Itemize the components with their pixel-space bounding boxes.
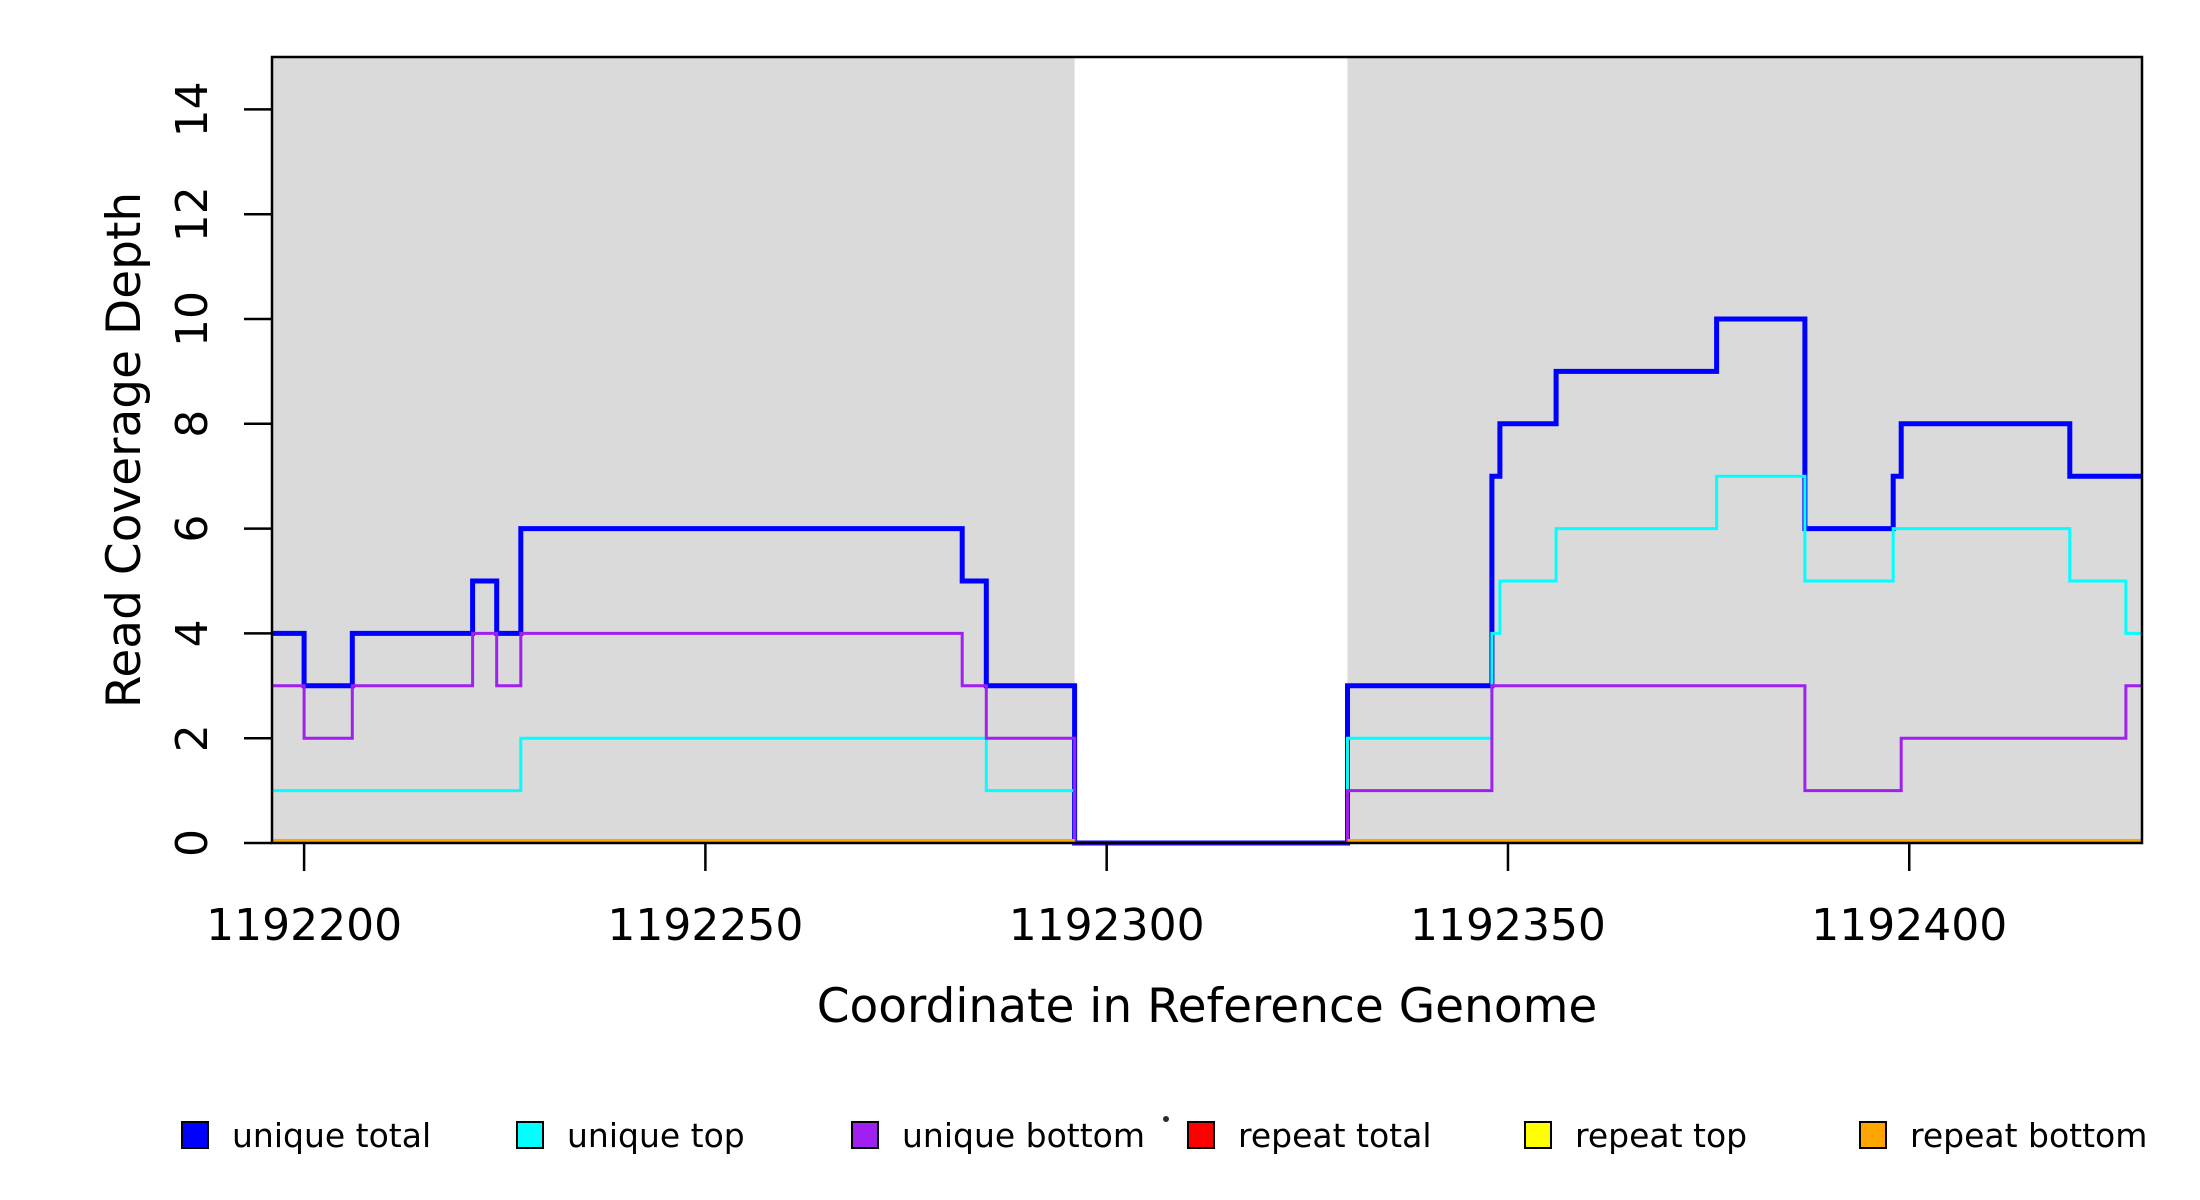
legend-swatch-repeat-top [1524,1121,1552,1149]
legend-item-unique-bottom: unique bottom [851,1116,1145,1155]
covered-region-shading [1347,57,2142,843]
legend-label-repeat-bottom: repeat bottom [1910,1116,2147,1155]
legend-swatch-unique-total [181,1121,209,1149]
legend-label-unique-total: unique total [232,1116,431,1155]
covered-region-shading [272,57,1075,843]
x-axis-tick-label: 1192250 [607,900,803,951]
y-axis-title: Read Coverage Depth [97,192,152,708]
series-lines-layer [272,316,2142,846]
x-axis-tick-label: 1192400 [1811,900,2007,951]
y-axis-tick-label: 10 [167,291,218,347]
legend-swatch-repeat-total [1187,1121,1215,1149]
x-axis-title: Coordinate in Reference Genome [817,979,1598,1034]
legend-item-repeat-total: repeat total [1187,1116,1432,1155]
legend-swatch-repeat-bottom [1859,1121,1887,1149]
y-axis-tick-label: 12 [167,186,218,242]
series-line-unique-bottom [272,631,2142,845]
stray-dot-artifact [1163,1116,1169,1122]
legend-item-repeat-bottom: repeat bottom [1859,1116,2147,1155]
legend-label-repeat-top: repeat top [1575,1116,1747,1155]
x-axis-tick-label: 1192200 [206,900,402,951]
legend-label-unique-top: unique top [567,1116,745,1155]
plot-box-border [270,55,2144,845]
axes-layer: 1192200 1192250 1192300 1192350 1192400 0 2 4 6 8… [167,81,2007,951]
x-axis-tick-label: 1192300 [1009,900,1205,951]
shaded-regions-layer [272,57,2142,843]
x-axis-tick-label: 1192350 [1410,900,1606,951]
legend-item-unique-total: unique total [181,1116,431,1155]
legend-swatch-unique-bottom [851,1121,879,1149]
legend-item-repeat-top: repeat top [1524,1116,1747,1155]
legend-swatch-unique-top [516,1121,544,1149]
y-axis-tick-label: 0 [167,829,218,857]
legend-item-unique-top: unique top [516,1116,745,1155]
y-axis-tick-label: 14 [167,81,218,137]
y-axis-tick-label: 2 [167,724,218,752]
y-axis-tick-label: 8 [167,410,218,438]
legend: unique total unique top unique bottom repea… [181,1116,2147,1155]
series-line-unique-top [272,474,2142,845]
legend-label-unique-bottom: unique bottom [902,1116,1145,1155]
y-axis-tick-label: 4 [167,619,218,647]
legend-label-repeat-total: repeat total [1238,1116,1432,1155]
y-axis-tick-label: 6 [167,515,218,543]
